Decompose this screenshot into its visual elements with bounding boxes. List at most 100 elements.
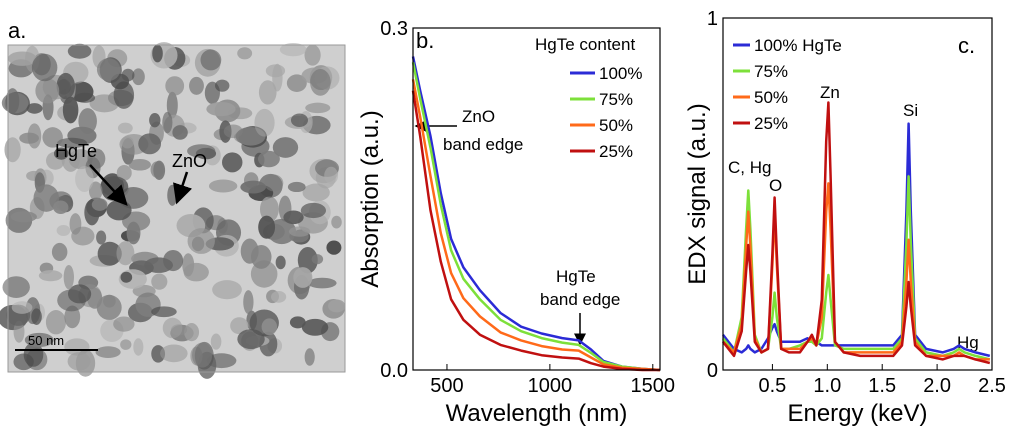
- series-line: [722, 122, 991, 358]
- x-tick-label: 0.5: [759, 375, 787, 397]
- particle: [117, 122, 133, 134]
- particle: [307, 277, 337, 289]
- particle: [132, 68, 145, 86]
- particle: [300, 202, 327, 219]
- particle: [215, 79, 230, 92]
- particle: [240, 180, 266, 194]
- particle: [210, 333, 222, 350]
- x-tick-label: 1500: [631, 375, 676, 397]
- axes-frame: [722, 17, 993, 371]
- particle: [56, 225, 71, 237]
- particle: [200, 49, 222, 71]
- legend-label: 25%: [599, 142, 633, 161]
- particle: [243, 290, 254, 314]
- particle: [258, 215, 276, 239]
- particle: [31, 308, 42, 325]
- particle: [149, 113, 161, 128]
- legend-label: 50%: [599, 116, 633, 135]
- arrow: [89, 164, 128, 206]
- particle: [275, 255, 286, 270]
- particle: [151, 306, 177, 318]
- annotation: HgTe: [556, 267, 596, 286]
- particle: [160, 344, 188, 363]
- particle: [96, 58, 121, 81]
- particle: [289, 316, 306, 329]
- annotation: band edge: [540, 290, 620, 309]
- tem-image: [0, 42, 346, 379]
- particle: [166, 91, 178, 119]
- legend-label: 50%: [754, 88, 788, 107]
- particle: [138, 133, 162, 155]
- particle: [302, 183, 330, 202]
- particle: [279, 42, 307, 57]
- legend-label: 75%: [754, 62, 788, 81]
- panel-label: a.: [8, 18, 26, 43]
- y-tick-label: 0.3: [380, 18, 408, 40]
- particle: [283, 210, 304, 225]
- particle: [45, 310, 67, 335]
- particle: [288, 226, 311, 237]
- x-axis-label: Wavelength (nm): [446, 400, 628, 427]
- particle: [116, 165, 132, 181]
- particle: [126, 221, 141, 245]
- particle: [33, 184, 59, 212]
- annotation: ZnO: [462, 107, 495, 126]
- particle: [62, 96, 79, 124]
- particle: [95, 346, 121, 358]
- particle: [69, 213, 82, 235]
- particle: [192, 342, 213, 368]
- particle: [212, 280, 242, 300]
- particle: [290, 113, 308, 127]
- particle: [91, 198, 108, 211]
- particle: [264, 174, 284, 192]
- particle: [324, 166, 339, 185]
- particle: [24, 332, 54, 348]
- particle: [106, 199, 132, 221]
- particle: [187, 228, 215, 254]
- particle: [116, 241, 135, 266]
- particle: [189, 76, 204, 95]
- particle: [250, 244, 272, 269]
- annotation: C, Hg: [728, 158, 771, 177]
- particle: [89, 181, 103, 201]
- particle: [272, 137, 299, 158]
- particle: [184, 323, 200, 342]
- x-tick-label: 500: [430, 375, 463, 397]
- particle: [206, 101, 236, 117]
- particle: [237, 47, 253, 60]
- particle: [42, 127, 63, 148]
- particle: [87, 148, 106, 169]
- particle: [271, 291, 287, 303]
- particle: [293, 267, 313, 288]
- y-tick-label: 0: [707, 360, 718, 382]
- annotation: HgTe: [55, 141, 97, 161]
- particle: [2, 276, 30, 299]
- particle: [26, 103, 43, 114]
- annotation: O: [769, 176, 782, 195]
- particle: [128, 158, 151, 171]
- particle: [57, 289, 86, 312]
- particle: [31, 53, 58, 82]
- particle: [162, 317, 183, 339]
- particle: [150, 161, 164, 178]
- x-tick-label: 1.0: [813, 375, 841, 397]
- particle: [304, 44, 321, 66]
- y-axis-label: EDX signal (a.u.): [684, 103, 711, 284]
- particle: [11, 301, 33, 314]
- particle: [304, 348, 315, 366]
- particle: [167, 184, 178, 206]
- particle: [13, 320, 25, 343]
- particle: [272, 63, 283, 92]
- particle: [223, 124, 243, 139]
- particle: [208, 179, 238, 193]
- particle: [237, 329, 265, 350]
- particle: [230, 317, 249, 335]
- particle: [53, 147, 69, 160]
- particle: [310, 68, 331, 96]
- particle: [331, 215, 342, 229]
- particle: [120, 339, 132, 350]
- x-axis-label: Energy (keV): [787, 400, 927, 427]
- particle: [187, 144, 216, 158]
- particle: [162, 111, 173, 134]
